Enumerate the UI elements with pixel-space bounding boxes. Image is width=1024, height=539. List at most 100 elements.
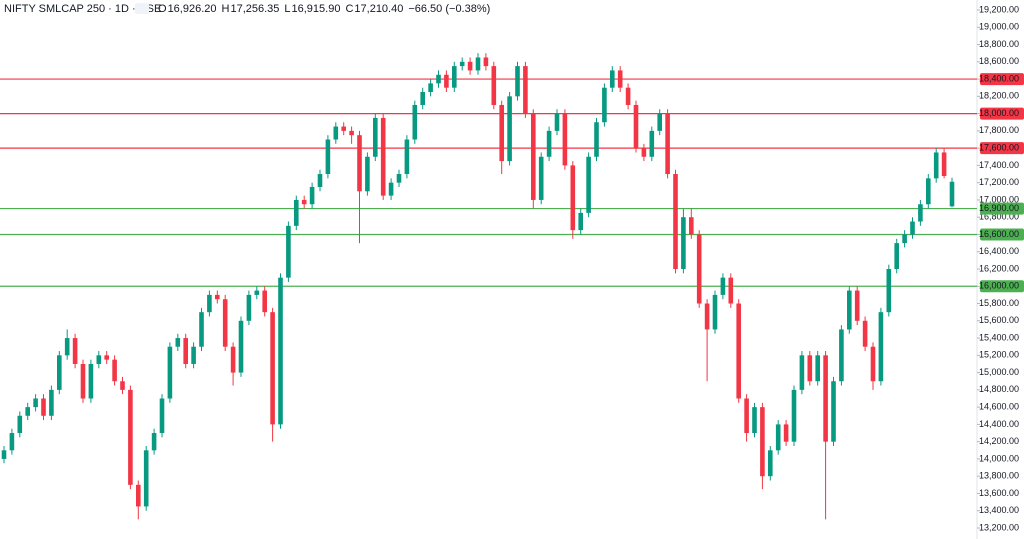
candle-body bbox=[633, 104, 639, 149]
y-tick-label: 15,800.00 bbox=[979, 298, 1019, 308]
ohlc-value: 17,210.40 bbox=[354, 3, 403, 15]
candle-body bbox=[768, 450, 773, 477]
ohlc-value: 16,926.20 bbox=[168, 3, 217, 15]
candle-body bbox=[586, 156, 591, 213]
candle-body bbox=[854, 290, 860, 321]
level-label-box bbox=[980, 280, 1024, 293]
candle-body bbox=[657, 113, 662, 131]
candle-body bbox=[373, 117, 378, 157]
y-tick-label: 14,400.00 bbox=[979, 419, 1019, 429]
ohlc-key: C bbox=[345, 3, 353, 15]
candle-body bbox=[301, 199, 307, 205]
candle-body bbox=[665, 113, 670, 175]
ohlc-value: 16,915.90 bbox=[292, 3, 341, 15]
y-tick-label: 19,000.00 bbox=[979, 22, 1019, 32]
candle-body bbox=[104, 355, 109, 360]
candle-body bbox=[847, 290, 852, 330]
ohlc-key: H bbox=[222, 3, 230, 15]
candle-body bbox=[262, 290, 267, 313]
y-tick-label: 15,200.00 bbox=[979, 350, 1019, 360]
symbol[interactable]: NIFTY SMLCAP 250 · 1D · NSE bbox=[4, 3, 161, 15]
candle-body bbox=[396, 174, 402, 183]
candle-body bbox=[728, 277, 734, 304]
candle-body bbox=[499, 104, 504, 162]
ohlc-value: 17,256.35 bbox=[230, 3, 279, 15]
candle-body bbox=[949, 181, 955, 207]
y-tick-label: 17,000.00 bbox=[979, 194, 1019, 204]
candle-body bbox=[238, 320, 244, 373]
candle-body bbox=[246, 294, 252, 321]
candle-body bbox=[230, 346, 236, 373]
candle-body bbox=[531, 113, 536, 200]
y-tick-label: 16,200.00 bbox=[979, 263, 1019, 273]
candle-body bbox=[199, 312, 204, 347]
candle-body bbox=[9, 433, 15, 451]
candle-body bbox=[554, 113, 560, 131]
candle-body bbox=[120, 381, 125, 390]
candle-body bbox=[831, 381, 836, 442]
candle-body bbox=[191, 346, 196, 364]
candle-body bbox=[760, 407, 765, 477]
candle-body bbox=[357, 135, 362, 192]
candle-body bbox=[365, 156, 370, 192]
candle-body bbox=[286, 225, 291, 278]
candle-body bbox=[333, 126, 339, 140]
level-label: 16,000.00 bbox=[979, 281, 1019, 291]
candle-body bbox=[791, 389, 797, 442]
y-tick-label: 13,600.00 bbox=[979, 488, 1019, 498]
level-label-box bbox=[980, 202, 1024, 215]
candle-body bbox=[388, 182, 394, 196]
candle-body bbox=[823, 355, 828, 442]
candle-body bbox=[783, 424, 789, 442]
candle-body bbox=[380, 117, 386, 196]
candle-body bbox=[428, 83, 433, 93]
candle-body bbox=[25, 407, 30, 416]
candle-body bbox=[64, 338, 70, 356]
candle-body bbox=[696, 234, 702, 304]
candle-body bbox=[720, 277, 726, 295]
candle-body bbox=[507, 96, 512, 162]
candle-body bbox=[902, 234, 907, 244]
candle-body bbox=[870, 346, 876, 382]
candle-body bbox=[452, 66, 457, 88]
y-tick-label: 14,200.00 bbox=[979, 436, 1019, 446]
candle-body bbox=[17, 415, 23, 434]
candle-body bbox=[894, 243, 899, 269]
level-label-box bbox=[980, 228, 1024, 241]
collapse-button[interactable] bbox=[135, 3, 149, 14]
candle-body bbox=[546, 130, 552, 157]
candle-body bbox=[736, 303, 741, 399]
y-tick-label: 18,800.00 bbox=[979, 39, 1019, 49]
candle-body bbox=[562, 113, 568, 166]
candle-body bbox=[309, 186, 315, 205]
level-label: 18,000.00 bbox=[979, 108, 1019, 118]
y-tick-label: 19,200.00 bbox=[979, 4, 1019, 14]
candle-body bbox=[270, 312, 275, 425]
y-tick-label: 15,000.00 bbox=[979, 367, 1019, 377]
candle-body bbox=[317, 174, 323, 187]
legend-header: NIFTY SMLCAP 250 · 1D · NSE bbox=[4, 3, 161, 15]
candle-body bbox=[641, 148, 647, 157]
candle-body bbox=[112, 359, 117, 382]
level-label-box bbox=[980, 142, 1024, 155]
candle-body bbox=[886, 269, 892, 313]
candle-body bbox=[467, 61, 473, 71]
y-tick-label: 18,200.00 bbox=[979, 91, 1019, 101]
candle-body bbox=[151, 433, 157, 451]
candle-body bbox=[538, 156, 544, 200]
y-tick-label: 17,200.00 bbox=[979, 177, 1019, 187]
candle-body bbox=[515, 66, 520, 97]
y-tick-label: 14,800.00 bbox=[979, 384, 1019, 394]
candle-body bbox=[475, 57, 481, 71]
ohlc-key: O bbox=[158, 3, 167, 15]
y-tick-label: 17,800.00 bbox=[979, 125, 1019, 135]
candle-body bbox=[483, 57, 489, 67]
y-tick-label: 13,800.00 bbox=[979, 471, 1019, 481]
candle-body bbox=[681, 217, 686, 269]
candle-body bbox=[420, 92, 425, 105]
level-label: 16,600.00 bbox=[979, 229, 1019, 239]
level-label: 18,400.00 bbox=[979, 73, 1019, 83]
candle-body bbox=[704, 303, 710, 330]
level-label-box bbox=[980, 73, 1024, 86]
